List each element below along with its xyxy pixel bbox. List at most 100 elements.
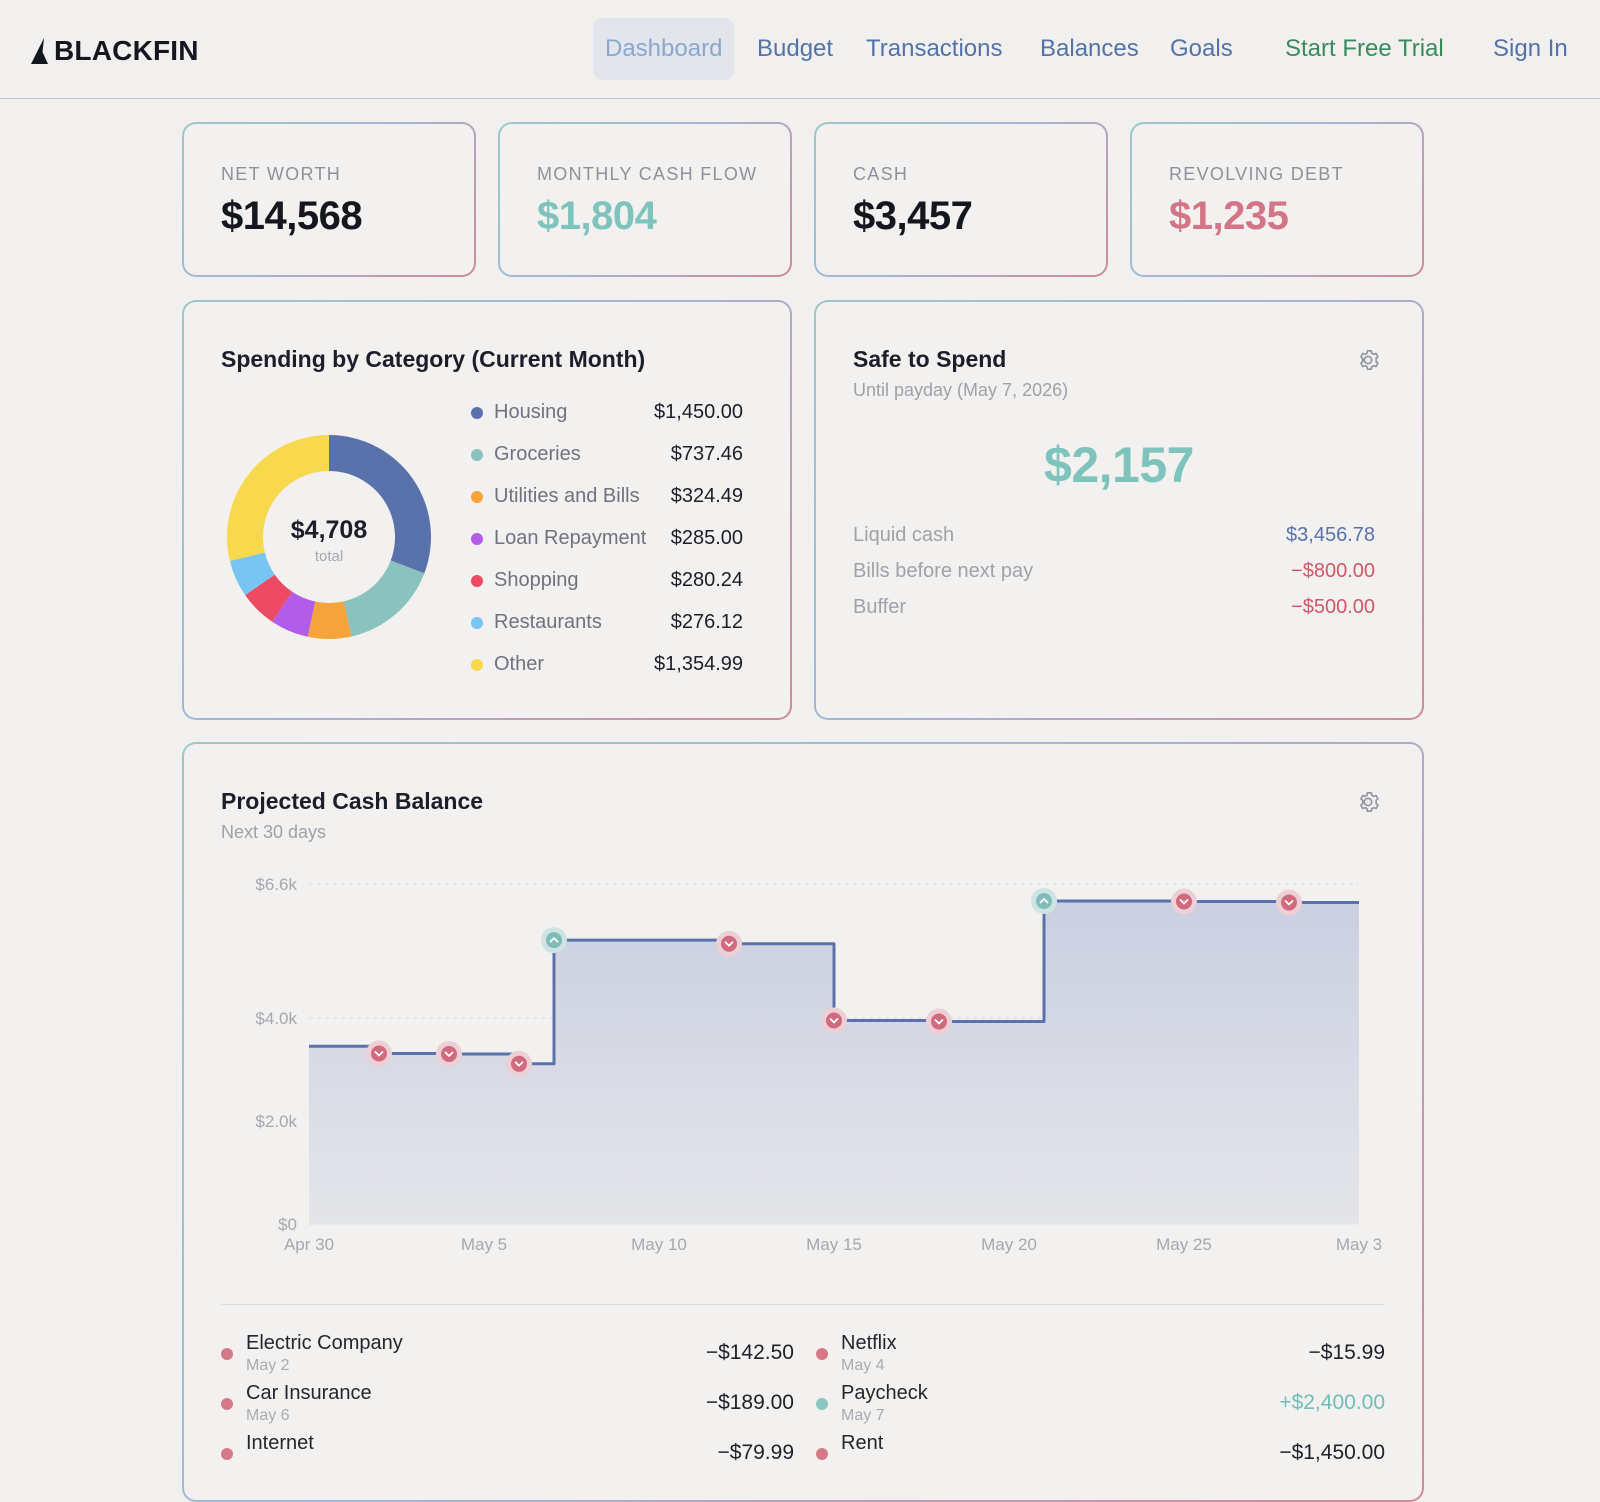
transaction-item[interactable]: Internet −$79.99 (221, 1432, 794, 1480)
row-label: Buffer (853, 596, 906, 618)
legend-name: Restaurants (494, 611, 602, 633)
transaction-dot (221, 1348, 233, 1360)
spending-by-category-card: Spending by Category (Current Month) $4,… (182, 300, 792, 720)
legend-amount: $737.46 (670, 443, 743, 465)
legend-amount: $1,354.99 (654, 653, 743, 675)
transaction-date: May 6 (246, 1407, 290, 1424)
nav-budget[interactable]: Budget (757, 35, 834, 62)
legend-item-shopping: Shopping $280.24 (471, 566, 743, 596)
income-marker[interactable] (541, 927, 567, 954)
donut-slice-shopping[interactable] (245, 574, 293, 622)
income-marker[interactable] (1031, 888, 1057, 914)
cash-card: CASH $3,457 (814, 122, 1108, 277)
transaction-name: Car Insurance (246, 1382, 372, 1404)
transaction-dot (816, 1348, 828, 1360)
transaction-dot (221, 1448, 233, 1460)
nav-goals[interactable]: Goals (1170, 35, 1233, 62)
donut-slice-groceries[interactable] (343, 560, 425, 637)
transaction-date: May 7 (841, 1407, 885, 1424)
y-tick-label: $6.6k (255, 875, 297, 894)
legend-dot (471, 533, 483, 545)
transaction-item[interactable]: Rent −$1,450.00 (816, 1432, 1385, 1480)
donut-total-label: total (315, 548, 343, 565)
stat-label: MONTHLY CASH FLOW (537, 164, 758, 184)
legend-name: Groceries (494, 443, 581, 465)
stat-value: $1,804 (537, 194, 657, 238)
safe-to-spend-card: Safe to Spend Until payday (May 7, 2026)… (814, 300, 1424, 720)
x-tick-label: May 10 (631, 1235, 687, 1254)
expense-marker[interactable] (821, 1007, 847, 1034)
nav-transactions[interactable]: Transactions (866, 35, 1003, 62)
legend-dot (471, 491, 483, 503)
card-title: Spending by Category (Current Month) (221, 346, 646, 372)
expense-marker[interactable] (506, 1050, 532, 1077)
legend-name: Shopping (494, 569, 579, 591)
donut-slice-loan-repayment[interactable] (272, 591, 316, 637)
brand-logo[interactable]: BLACKFIN (29, 34, 199, 68)
start-free-trial-link[interactable]: Start Free Trial (1285, 35, 1444, 62)
legend-item-utilities: Utilities and Bills $324.49 (471, 482, 743, 512)
legend-name: Loan Repayment (494, 527, 647, 549)
transaction-name: Rent (841, 1432, 884, 1454)
y-tick-label: $2.0k (255, 1112, 297, 1131)
gear-icon[interactable] (1355, 347, 1381, 373)
transaction-name: Electric Company (246, 1332, 403, 1354)
legend-dot (471, 575, 483, 587)
legend-amount: $285.00 (670, 527, 743, 549)
transaction-dot (816, 1448, 828, 1460)
expense-marker[interactable] (716, 930, 742, 957)
transaction-amount: −$142.50 (705, 1341, 794, 1364)
donut-slice-other[interactable] (226, 435, 329, 561)
gear-icon[interactable] (1355, 789, 1381, 815)
x-tick-label: May 15 (806, 1235, 862, 1254)
legend-item-other: Other $1,354.99 (471, 650, 743, 680)
transaction-item[interactable]: Electric Company May 2 −$142.50 (221, 1332, 794, 1380)
legend-dot (471, 617, 483, 629)
nav-balances[interactable]: Balances (1040, 35, 1139, 62)
row-value: −$800.00 (1291, 560, 1375, 582)
donut-slice-utilities-and-bills[interactable] (307, 601, 352, 639)
projected-cash-balance-card: Projected Cash Balance Next 30 days $0 $2… (182, 742, 1424, 1502)
transaction-dot (816, 1398, 828, 1410)
sign-in-link[interactable]: Sign In (1493, 35, 1568, 62)
transaction-name: Paycheck (841, 1382, 928, 1404)
legend-name: Housing (494, 401, 568, 423)
y-tick-label: $4.0k (255, 1009, 297, 1028)
legend-item-groceries: Groceries $737.46 (471, 440, 743, 470)
legend-dot (471, 449, 483, 461)
balance-area (309, 901, 1359, 1224)
legend-dot (471, 659, 483, 671)
legend-name: Other (494, 653, 545, 675)
stat-label: REVOLVING DEBT (1169, 164, 1344, 184)
stat-value: $14,568 (221, 194, 363, 238)
transaction-amount: −$1,450.00 (1279, 1441, 1385, 1464)
transaction-date: May 4 (841, 1357, 885, 1374)
row-label: Bills before next pay (853, 560, 1034, 582)
x-tick-label: May 25 (1156, 1235, 1212, 1254)
legend-amount: $276.12 (670, 611, 743, 633)
fin-icon (31, 38, 48, 64)
donut-slice-restaurants[interactable] (229, 552, 275, 596)
nav-dashboard[interactable]: Dashboard (593, 18, 735, 80)
transaction-dot (221, 1398, 233, 1410)
legend-item-restaurants: Restaurants $276.12 (471, 608, 743, 638)
card-title: Safe to Spend (853, 346, 1007, 372)
expense-marker[interactable] (436, 1041, 462, 1067)
expense-marker[interactable] (1171, 888, 1197, 915)
card-subtitle: Next 30 days (221, 822, 327, 842)
expense-marker[interactable] (926, 1008, 952, 1035)
transaction-item[interactable]: Paycheck May 7 +$2,400.00 (816, 1382, 1385, 1430)
monthly-cash-flow-card: MONTHLY CASH FLOW $1,804 (498, 122, 792, 277)
spending-donut-chart: $4,708 total (226, 435, 432, 639)
legend-amount: $1,450.00 (654, 401, 743, 423)
expense-marker[interactable] (1276, 889, 1302, 916)
expense-marker[interactable] (366, 1040, 392, 1067)
transaction-name: Netflix (841, 1332, 897, 1354)
stat-value: $1,235 (1169, 194, 1289, 238)
transaction-date: May 2 (246, 1357, 290, 1374)
legend-amount: $280.24 (670, 569, 743, 591)
transaction-item[interactable]: Netflix May 4 −$15.99 (816, 1332, 1385, 1380)
legend-item-housing: Housing $1,450.00 (471, 398, 743, 428)
transaction-item[interactable]: Car Insurance May 6 −$189.00 (221, 1382, 794, 1430)
donut-slice-housing[interactable] (329, 435, 432, 574)
